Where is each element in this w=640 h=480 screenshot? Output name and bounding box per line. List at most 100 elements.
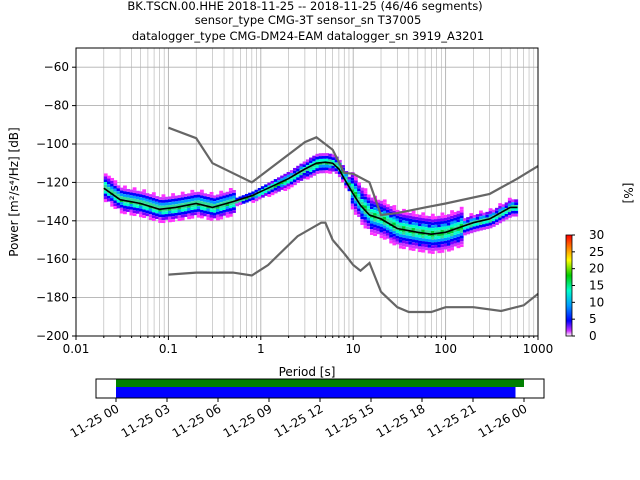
y-tick-label: −100 [36,137,69,151]
heatmap-cell [164,216,169,220]
heatmap-cell [350,180,355,184]
heatmap-cell [107,178,111,182]
heatmap-cell [459,206,464,210]
heatmap-cell [379,200,384,204]
time-tick-label: 11-25 15 [323,401,377,440]
heatmap-cell [430,239,435,243]
heatmap-cell [450,213,454,216]
heatmap-cell [411,245,416,249]
heatmap-cell [427,239,432,242]
heatmap-cell [305,168,310,171]
heatmap-cell [369,226,374,230]
heatmap-cell [350,189,355,193]
heatmap-cell [155,196,159,199]
heatmap-cell [139,214,143,218]
heatmap-cell [427,216,432,219]
heatmap-cell [405,215,410,219]
heatmap-cell [395,224,400,228]
heatmap-cell [408,241,413,245]
heatmap-cell [222,209,227,213]
heatmap-cell [206,211,211,215]
heatmap-cell [148,214,153,218]
heatmap-cell [357,211,361,215]
heatmap-cell [389,234,394,238]
heatmap-cell [196,200,201,204]
heatmap-cell [491,212,496,216]
heatmap-cell [446,243,451,246]
heatmap-cell [418,234,422,238]
heatmap-cell [453,237,458,241]
heatmap-cell [507,215,512,218]
heatmap-cell [203,210,208,214]
heatmap-cell [123,211,127,215]
heatmap-cell [289,181,294,185]
heatmap-cell [360,193,365,197]
heatmap-cell [203,193,208,197]
heatmap-cell [200,209,204,213]
heatmap-cell [398,234,403,237]
heatmap-cell [183,196,188,200]
heatmap-cell [424,230,429,233]
heatmap-cell [312,161,317,165]
heatmap-cell [187,207,192,211]
heatmap-cell [145,213,150,217]
heatmap-cell [216,214,220,218]
heatmap-cell [296,165,301,169]
heatmap-cell [225,194,230,198]
heatmap-cell [171,201,175,205]
heatmap-cell [504,211,509,214]
heatmap-cell [321,170,326,174]
heatmap-cell [376,199,381,203]
heatmap-cell [421,226,426,230]
heatmap-cell [379,226,384,230]
heatmap-cell [222,204,227,208]
heatmap-cell [177,206,182,210]
heatmap-cell [142,189,147,193]
heatmap-cell [280,181,285,185]
heatmap-cell [402,220,406,224]
heatmap-cell [228,196,233,200]
heatmap-cell [119,190,124,194]
heatmap-cell [443,229,448,233]
heatmap-cell [353,177,358,181]
heatmap-cell [453,240,458,244]
heatmap-cell [427,218,432,222]
heatmap-cell [139,200,143,203]
heatmap-cell [158,214,163,218]
heatmap-cell [167,199,172,203]
heatmap-cell [167,205,172,208]
heatmap-cell [418,240,422,244]
heatmap-cell [360,219,365,223]
heatmap-cell [382,222,387,226]
heatmap-cell [501,215,506,219]
heatmap-cell [430,213,435,217]
heatmap-cell [119,210,124,214]
heatmap-cell [296,177,301,181]
heatmap-cell [488,219,493,223]
heatmap-cell [164,214,169,217]
heatmap-cell [177,200,182,204]
heatmap-cell [347,188,352,192]
heatmap-cell [337,165,342,169]
heatmap-cell [411,216,416,220]
heatmap-cell [126,188,131,192]
heatmap-cell [350,183,355,187]
heatmap-cell [459,212,464,216]
heatmap-cell [151,215,156,219]
heatmap-cell [212,198,217,202]
heatmap-cell [430,222,435,226]
heatmap-cell [171,196,175,199]
heatmap-cell [139,197,143,200]
heatmap-cell [305,170,310,174]
heatmap-cell [193,200,198,204]
heatmap-cell [212,215,217,219]
heatmap-cell [228,193,233,197]
heatmap-cell [424,238,429,242]
heatmap-cell [174,215,179,219]
heatmap-cell [434,242,438,245]
heatmap-cell [206,194,211,197]
heatmap-cell [116,185,121,189]
heatmap-cell [360,213,365,217]
heatmap-cell [232,198,236,202]
heatmap-cell [366,206,371,209]
